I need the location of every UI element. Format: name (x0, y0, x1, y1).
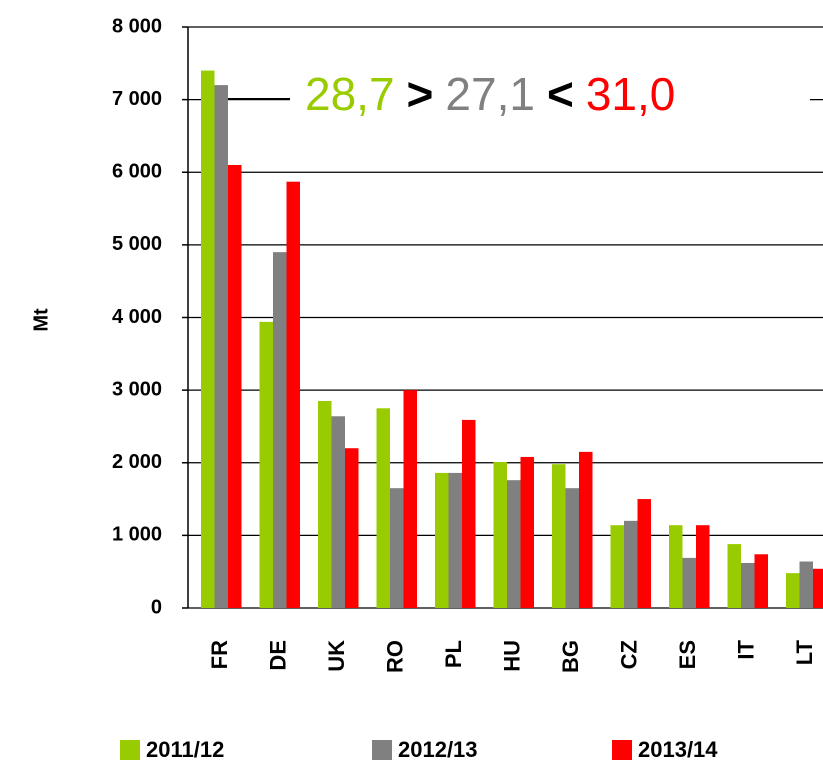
annotation: 28,7 >27,1 <31,0 (305, 68, 675, 120)
annotation-background (290, 70, 810, 128)
bar (637, 499, 651, 608)
bar (754, 554, 768, 608)
bar (286, 181, 300, 608)
bar (624, 520, 638, 608)
x-tick-label: IT (734, 639, 759, 659)
x-tick-label: RO (383, 640, 408, 673)
y-axis-label: Mt (30, 308, 52, 332)
x-tick-label: UK (324, 640, 349, 672)
legend-swatch (372, 740, 392, 760)
x-tick-label: PL (441, 640, 466, 668)
y-tick-label: 2 000 (112, 451, 162, 473)
legend-swatch (120, 740, 140, 760)
y-tick-label: 6 000 (112, 161, 162, 183)
x-tick-label: FR (207, 640, 232, 669)
bar (376, 408, 390, 608)
bar (390, 488, 404, 608)
bar (331, 416, 345, 608)
y-tick-label: 7 000 (112, 88, 162, 110)
bar (259, 321, 273, 608)
bar (228, 164, 242, 609)
bar (669, 525, 683, 608)
x-tick-label: ES (675, 640, 700, 669)
bar (727, 544, 741, 608)
bar (520, 456, 534, 608)
bar (552, 464, 566, 608)
legend-swatch (612, 740, 632, 760)
y-tick-label: 5 000 (112, 233, 162, 255)
bar (318, 401, 332, 608)
y-tick-label: 4 000 (112, 306, 162, 328)
bar (813, 568, 823, 608)
bar (507, 480, 521, 608)
bar (799, 561, 813, 608)
bar (682, 557, 696, 608)
x-tick-label: BG (558, 640, 583, 673)
annotation-part: 27,1 (445, 68, 535, 120)
bar (435, 472, 449, 608)
y-tick-label: 3 000 (112, 378, 162, 400)
annotation-part: 28,7 (305, 68, 395, 120)
annotation-part: < (547, 68, 574, 120)
bar (579, 451, 593, 608)
bar (786, 573, 800, 608)
x-tick-label: DE (266, 640, 291, 671)
legend-label: 2012/13 (398, 737, 478, 762)
annotation-part: 31,0 (586, 68, 676, 120)
y-tick-label: 0 (151, 596, 162, 618)
bar (610, 525, 624, 608)
x-tick-label: CZ (617, 640, 642, 669)
bar (345, 448, 359, 608)
bar (493, 462, 507, 608)
bar (448, 472, 462, 608)
bar (741, 562, 755, 608)
x-tick-label: HU (500, 640, 525, 672)
x-tick-label: LT (792, 639, 817, 665)
y-tick-label: 8 000 (112, 15, 162, 37)
bar (403, 390, 417, 608)
y-tick-label: 1 000 (112, 524, 162, 546)
bar (201, 70, 215, 608)
bar (565, 488, 579, 608)
bar (214, 85, 228, 609)
annotation-part: > (407, 68, 434, 120)
legend-label: 2013/14 (638, 737, 718, 762)
bar (273, 252, 287, 608)
bar (696, 525, 710, 608)
bar (462, 419, 476, 608)
legend-label: 2011/12 (146, 737, 224, 762)
